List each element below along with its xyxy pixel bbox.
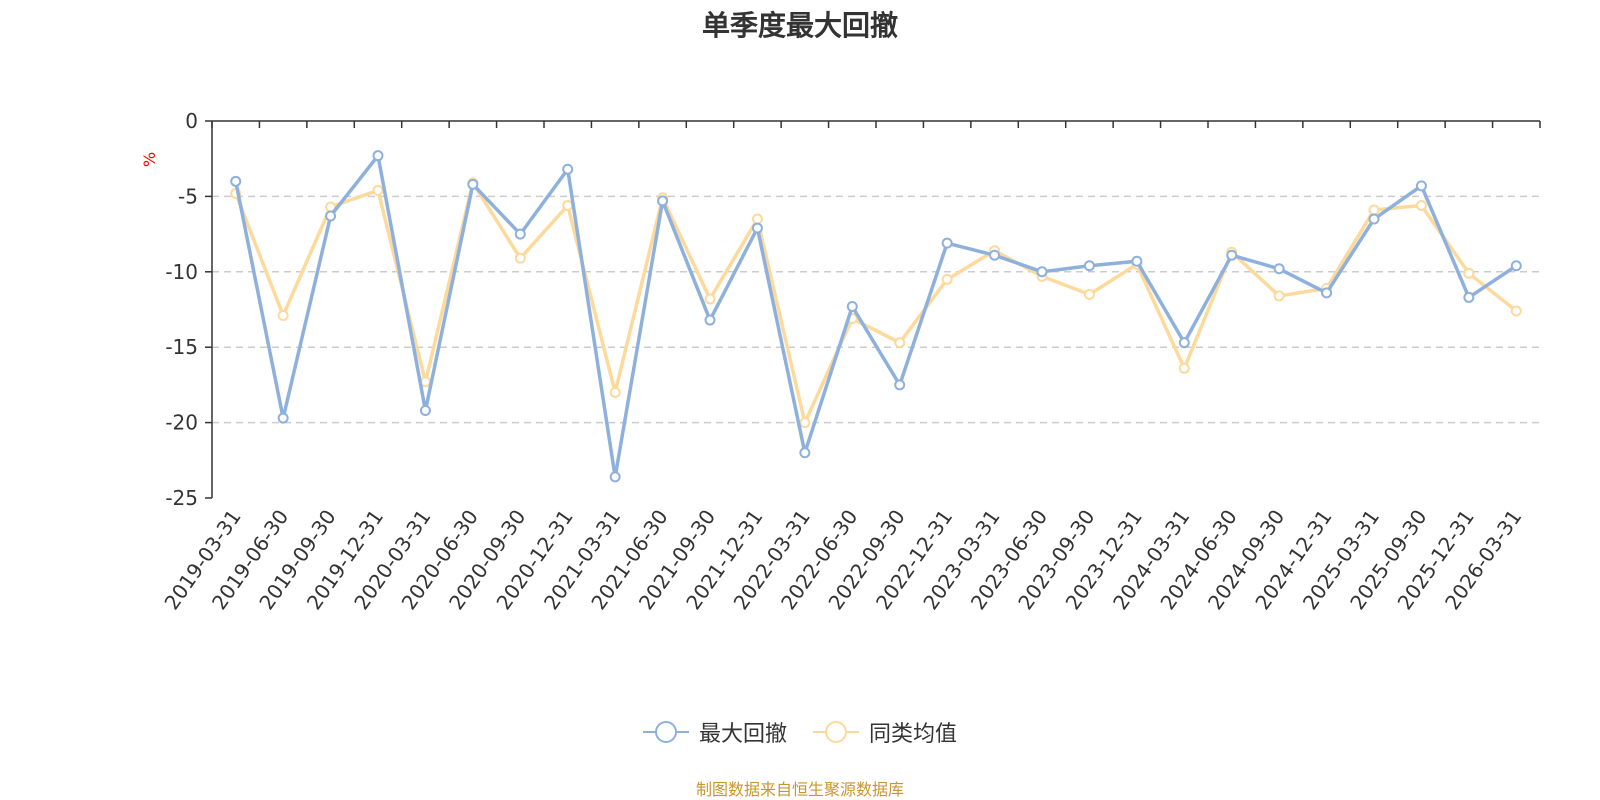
y-tick-label: -15 bbox=[165, 335, 198, 359]
data-point-s0-21 bbox=[1226, 249, 1238, 261]
data-point-s0-26 bbox=[1463, 291, 1475, 303]
data-point-s1-22 bbox=[1273, 290, 1285, 302]
data-point-s0-25 bbox=[1415, 180, 1427, 192]
data-point-s0-6 bbox=[514, 228, 526, 240]
data-point-s1-10 bbox=[704, 293, 716, 305]
data-point-s0-23 bbox=[1321, 287, 1333, 299]
y-tick-labels: 0 -5 -10 -15 -20 -25 bbox=[165, 109, 198, 510]
chart-title: 单季度最大回撤 bbox=[701, 9, 898, 42]
data-point-s0-3 bbox=[372, 150, 384, 162]
legend-item-peer-average[interactable]: 同类均值 bbox=[813, 716, 957, 748]
data-point-s1-3 bbox=[372, 184, 384, 196]
data-point-s0-2 bbox=[325, 210, 337, 222]
data-point-s1-6 bbox=[514, 252, 526, 264]
data-point-s1-14 bbox=[894, 337, 906, 349]
data-point-s0-20 bbox=[1178, 337, 1190, 349]
data-point-s0-4 bbox=[419, 405, 431, 417]
y-tick-label: 0 bbox=[185, 109, 198, 133]
data-source-note: 制图数据来自恒生聚源数据库 bbox=[695, 780, 904, 799]
data-point-s0-9 bbox=[657, 195, 669, 207]
legend-item-max-drawdown[interactable]: 最大回撤 bbox=[642, 716, 787, 748]
data-point-s1-25 bbox=[1415, 199, 1427, 211]
grid-lines bbox=[212, 195, 1540, 424]
data-point-s0-24 bbox=[1368, 213, 1380, 225]
y-tick-label: -5 bbox=[178, 184, 198, 208]
y-tick-label: -25 bbox=[165, 486, 198, 510]
data-point-s1-7 bbox=[562, 199, 574, 211]
data-point-s1-18 bbox=[1083, 288, 1095, 300]
line-chart: 0 -5 -10 -15 -20 -25 2019-03-312019-06-302019… bbox=[159, 109, 1541, 614]
data-point-s0-1 bbox=[277, 412, 289, 424]
x-tick-labels: 2019-03-312019-06-302019-09-302019-12-31… bbox=[159, 505, 1526, 614]
data-point-s1-24 bbox=[1368, 204, 1380, 216]
data-point-s0-12 bbox=[799, 447, 811, 459]
data-point-s1-8 bbox=[609, 386, 621, 398]
series-group bbox=[230, 150, 1522, 483]
data-point-s0-14 bbox=[894, 379, 906, 391]
data-point-s0-16 bbox=[989, 249, 1001, 261]
data-point-s0-19 bbox=[1131, 255, 1143, 267]
series-line-0 bbox=[233, 153, 1518, 479]
data-point-s1-27 bbox=[1510, 305, 1522, 317]
data-point-s1-26 bbox=[1463, 267, 1475, 279]
data-point-s0-7 bbox=[562, 163, 574, 175]
data-point-s1-15 bbox=[941, 273, 953, 285]
legend-marker-peer-average bbox=[813, 719, 859, 745]
data-point-s0-17 bbox=[1036, 266, 1048, 278]
legend: 最大回撤 同类均值 bbox=[0, 716, 1600, 748]
axes bbox=[205, 120, 1541, 499]
data-point-s0-0 bbox=[230, 175, 242, 187]
y-tick-label: -20 bbox=[165, 411, 198, 435]
data-point-s0-15 bbox=[941, 237, 953, 249]
data-point-s0-10 bbox=[704, 314, 716, 326]
data-point-s1-12 bbox=[799, 417, 811, 429]
data-point-s0-22 bbox=[1273, 263, 1285, 275]
data-point-s0-18 bbox=[1083, 260, 1095, 272]
legend-label-peer-average: 同类均值 bbox=[869, 722, 958, 747]
data-point-s0-13 bbox=[846, 300, 858, 312]
data-point-s0-27 bbox=[1510, 260, 1522, 272]
data-point-s1-1 bbox=[277, 310, 289, 322]
series-line-1 bbox=[234, 181, 1518, 425]
data-point-s1-20 bbox=[1178, 362, 1190, 374]
data-point-s0-11 bbox=[751, 222, 763, 234]
y-tick-label: -10 bbox=[165, 260, 198, 284]
legend-label-max-drawdown: 最大回撤 bbox=[698, 722, 787, 747]
legend-marker-max-drawdown bbox=[642, 719, 689, 745]
data-point-s0-8 bbox=[609, 471, 621, 483]
data-point-s1-11 bbox=[751, 213, 763, 225]
data-point-s0-5 bbox=[467, 178, 479, 190]
